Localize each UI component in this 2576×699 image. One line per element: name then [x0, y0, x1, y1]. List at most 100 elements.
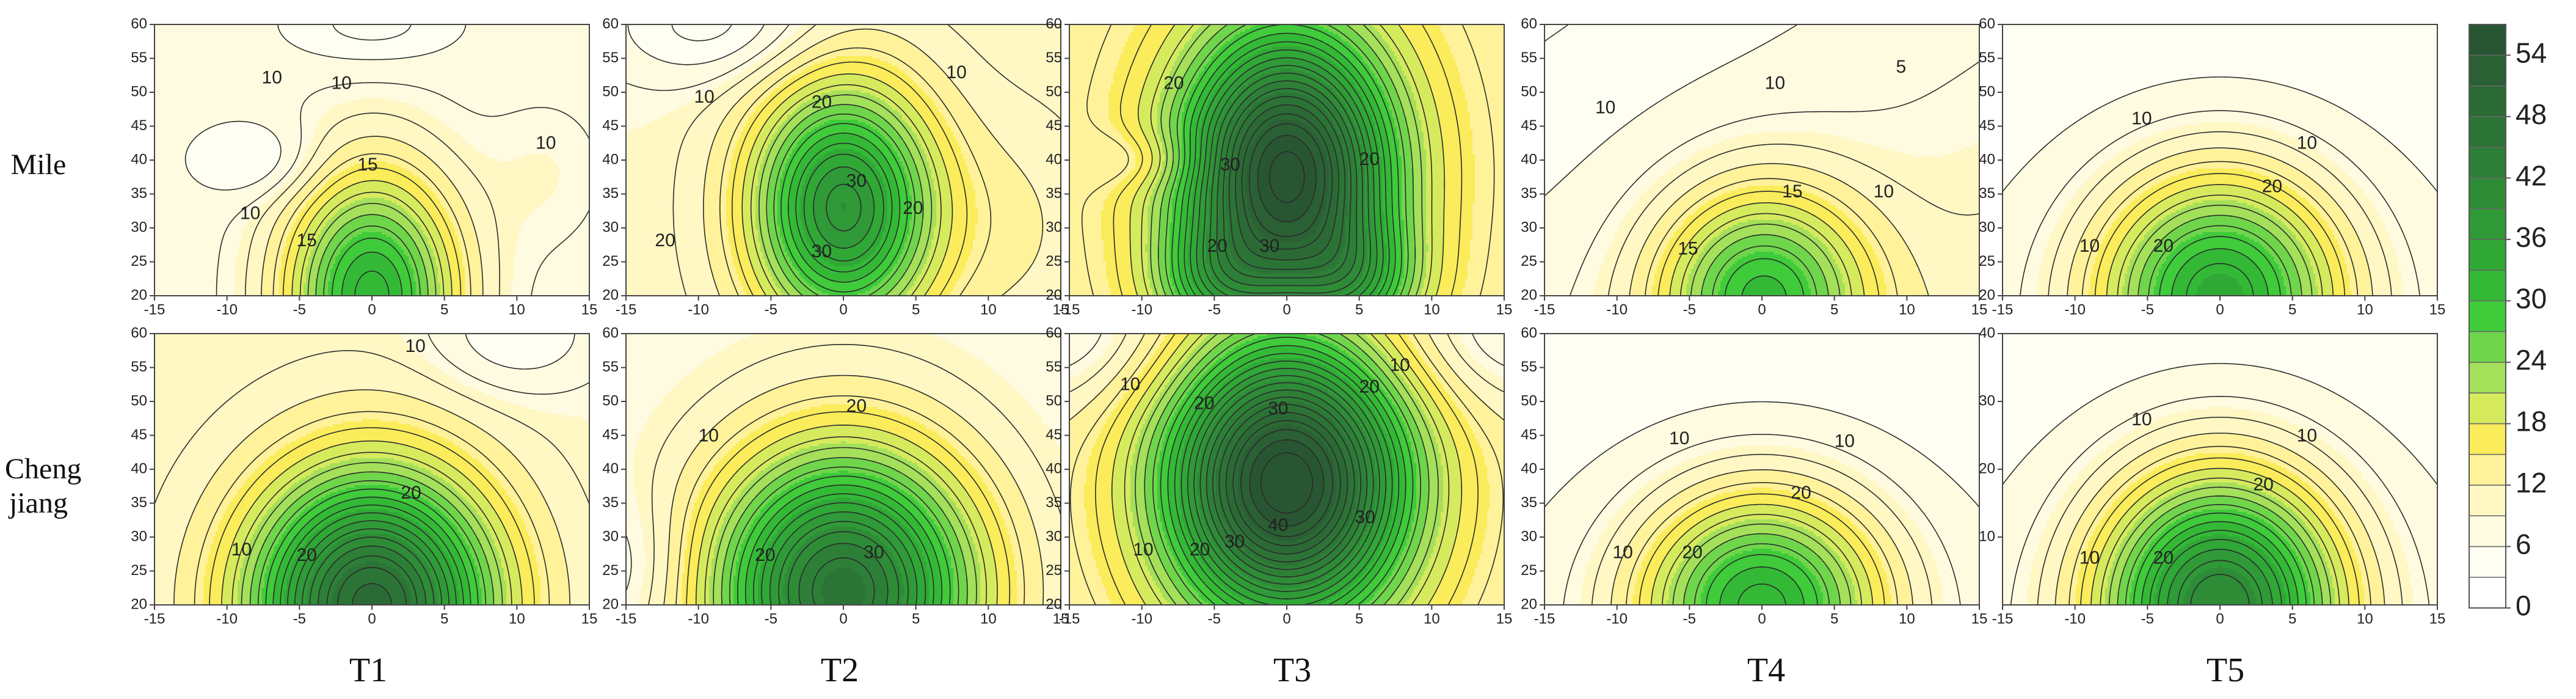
- contour-band: [1336, 49, 1356, 52]
- contour-band: [343, 284, 402, 287]
- contour-band: [1358, 176, 1366, 179]
- contour-band: [1221, 117, 1231, 120]
- contour-band: [1235, 132, 1246, 135]
- contour-band: [1174, 188, 1185, 191]
- contour-band: [1267, 83, 1307, 86]
- contour-band: [709, 259, 734, 262]
- contour-band: [1399, 139, 1410, 142]
- contour-band: [311, 252, 324, 255]
- contour-band: [1314, 161, 1329, 164]
- contour-band: [743, 193, 756, 196]
- contour-band: [279, 274, 294, 277]
- contour-band: [1228, 227, 1241, 230]
- contour-band: [1226, 42, 1251, 45]
- contour-band: [951, 127, 988, 130]
- contour-band: [1465, 95, 1505, 98]
- contour-band: [824, 154, 864, 157]
- contour-band: [924, 152, 942, 155]
- contour-band: [1189, 166, 1197, 169]
- contour-band: [1031, 264, 1061, 267]
- contour-band: [929, 164, 944, 167]
- contour-band: [462, 137, 590, 140]
- contour-band: [1465, 93, 1505, 96]
- contour-band: [1328, 115, 1341, 118]
- contour-band: [1160, 230, 1170, 233]
- contour-band: [1382, 171, 1392, 174]
- contour-band: [711, 149, 734, 152]
- contour-band: [736, 142, 756, 145]
- contour-band: [155, 37, 285, 40]
- contour-band: [787, 115, 810, 118]
- contour-band: [1331, 100, 1344, 103]
- contour-band: [978, 115, 1061, 118]
- contour-band: [775, 161, 788, 164]
- contour-band: [465, 281, 482, 284]
- contour-band: [1348, 196, 1358, 199]
- contour-band: [1353, 29, 1378, 32]
- contour-band: [262, 279, 280, 282]
- contour-band: [1389, 159, 1402, 162]
- contour-band: [895, 264, 910, 267]
- contour-band: [1472, 134, 1505, 137]
- contour-band: [1231, 249, 1251, 252]
- contour-band: [1355, 254, 1368, 257]
- contour-band: [1140, 120, 1158, 123]
- contour-band: [421, 225, 436, 228]
- contour-band: [1216, 139, 1224, 142]
- contour-band: [1170, 242, 1180, 245]
- contour-band: [1150, 196, 1163, 199]
- contour-band: [1223, 144, 1231, 147]
- contour-band: [743, 183, 759, 186]
- contour-band: [780, 86, 805, 89]
- contour-band: [892, 288, 910, 291]
- contour-band: [934, 186, 951, 189]
- contour-band: [1394, 120, 1407, 123]
- contour-band: [1044, 222, 1061, 225]
- contour-band: [1358, 32, 1380, 35]
- contour-band: [194, 176, 265, 179]
- contour-band: [1460, 76, 1505, 79]
- contour-band: [1262, 73, 1312, 76]
- y-tick-label: 45: [131, 117, 147, 134]
- contour-band: [751, 152, 766, 155]
- contour-band: [1426, 181, 1446, 184]
- contour-band: [777, 154, 790, 157]
- contour-band: [1201, 90, 1214, 93]
- contour-band: [1260, 196, 1314, 199]
- contour-band: [904, 142, 920, 145]
- contour-band: [1350, 137, 1361, 140]
- contour-band: [1216, 244, 1229, 247]
- contour-band: [1199, 100, 1209, 103]
- contour-band: [1182, 122, 1192, 125]
- contour-band: [1257, 134, 1285, 137]
- contour-band: [1039, 200, 1061, 203]
- contour-band: [301, 188, 321, 191]
- contour-band: [970, 249, 1039, 252]
- contour-band: [1392, 215, 1402, 218]
- contour-band: [714, 276, 739, 279]
- contour-band: [922, 220, 937, 223]
- contour-band: [966, 159, 1013, 162]
- contour-band: [1069, 68, 1116, 71]
- contour-band: [155, 46, 299, 49]
- contour-band: [878, 169, 893, 172]
- contour-band: [819, 181, 868, 184]
- contour-band: [413, 269, 426, 272]
- contour-band: [1172, 27, 1199, 30]
- contour-band: [1377, 29, 1405, 32]
- contour-band: [895, 174, 908, 177]
- contour-band: [907, 269, 922, 272]
- contour-band: [882, 154, 898, 157]
- contour-band: [860, 240, 881, 243]
- contour-band: [1150, 203, 1163, 206]
- contour-band: [787, 210, 800, 213]
- contour-band: [626, 266, 712, 269]
- contour-band: [961, 276, 1022, 279]
- contour-band: [1204, 112, 1214, 115]
- contour-band: [440, 120, 590, 123]
- contour-band: [235, 286, 263, 289]
- contour-band: [887, 274, 905, 277]
- contour-band: [1123, 178, 1146, 181]
- contour-band: [294, 264, 309, 267]
- contour-band: [1446, 37, 1505, 40]
